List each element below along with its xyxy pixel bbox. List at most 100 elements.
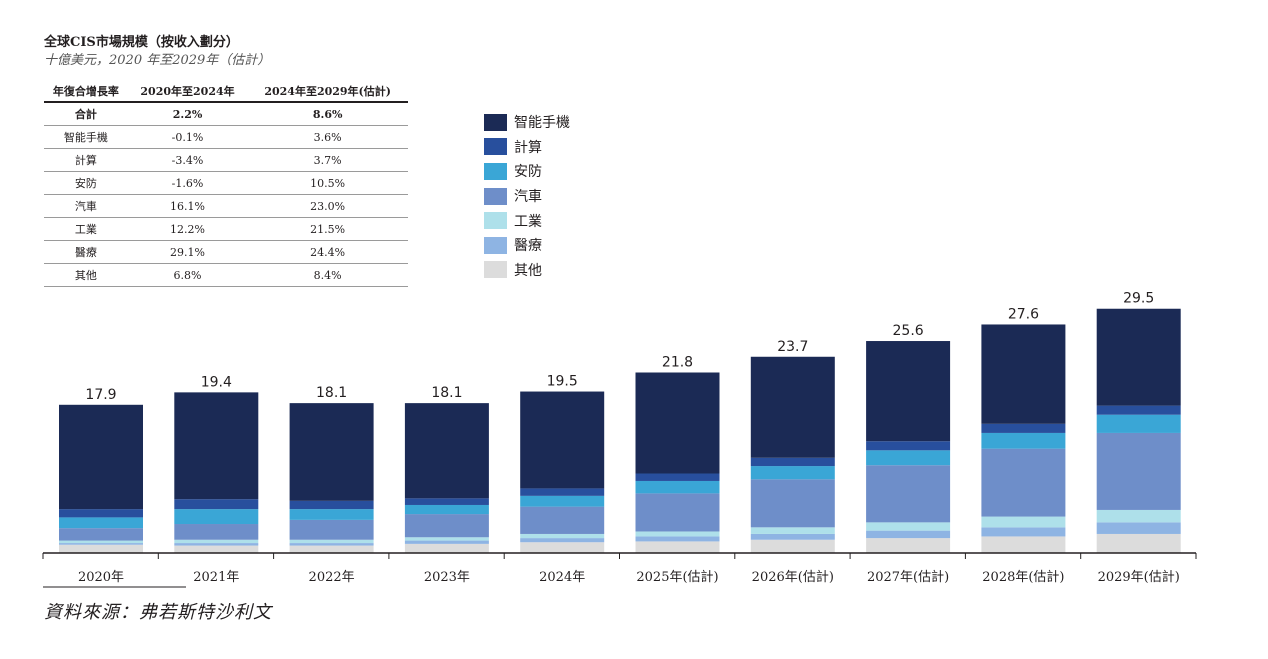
bar-segment: [866, 465, 951, 523]
row-label: 工業: [44, 217, 128, 241]
bar-segment: [1096, 509, 1181, 523]
legend-label: 智能手機: [514, 115, 570, 132]
bar-segment: [59, 543, 143, 545]
cagr-header-label: 年復合增長率: [44, 81, 128, 103]
bar-segment: [1096, 522, 1181, 534]
total-label: 18.1: [431, 385, 462, 401]
bar-segment: [1096, 414, 1181, 433]
row-cagr-2020-2024: -1.6%: [127, 171, 248, 195]
x-tick-label: 2027年(估計): [867, 569, 949, 585]
bar-segment: [866, 522, 951, 531]
legend-item-security: 安防: [484, 159, 570, 184]
bar-segment: [981, 324, 1066, 424]
total-label: 25.6: [893, 323, 924, 339]
bar-segment: [289, 500, 374, 510]
bar-segment: [635, 473, 720, 481]
table-row: 智能手機 -0.1% 3.6%: [44, 125, 408, 149]
legend-label: 工業: [514, 213, 542, 230]
total-label: 17.9: [85, 387, 116, 403]
bar-segment: [174, 543, 259, 546]
table-row: 計算 -3.4% 3.7%: [44, 148, 408, 172]
bar-segment: [289, 519, 374, 540]
x-tick-label: 2021年: [193, 570, 239, 585]
x-tick-label: 2025年(估計): [636, 569, 718, 585]
row-cagr-2020-2024: 12.2%: [127, 217, 248, 241]
bar-segment: [404, 403, 489, 499]
total-label: 19.4: [201, 374, 232, 390]
bar-segment: [635, 531, 720, 537]
bar-segment: [289, 403, 374, 501]
bar-segment: [59, 509, 143, 518]
bar-segment: [520, 506, 605, 534]
bar-segment: [866, 530, 951, 539]
legend-label: 醫療: [514, 238, 542, 255]
legend-item-automotive: 汽車: [484, 184, 570, 209]
row-cagr-2024-2029: 8.6%: [247, 102, 408, 126]
row-cagr-2020-2024: 16.1%: [127, 194, 248, 218]
table-row: 安防 -1.6% 10.5%: [44, 171, 408, 195]
legend-swatch: [484, 212, 507, 230]
cagr-header-period2: 2024年至2029年(估計): [247, 81, 408, 103]
legend-swatch: [484, 138, 507, 156]
bar-segment: [866, 450, 951, 466]
legend-label: 安防: [514, 164, 542, 181]
bar-segment: [520, 495, 605, 507]
bar-segment: [635, 372, 720, 474]
bar-segment: [59, 544, 143, 553]
total-label: 19.5: [547, 374, 578, 390]
row-cagr-2024-2029: 3.6%: [247, 125, 408, 149]
bar-segment: [404, 540, 489, 544]
bar-segment: [750, 527, 835, 534]
bar-segment: [635, 536, 720, 542]
row-cagr-2024-2029: 24.4%: [247, 240, 408, 264]
row-label: 安防: [44, 171, 128, 195]
bar-segment: [866, 441, 951, 451]
legend-label: 計算: [514, 139, 542, 156]
bar-segment: [635, 480, 720, 494]
legend-item-smartphone: 智能手機: [484, 110, 570, 135]
row-cagr-2020-2024: -3.4%: [127, 148, 248, 172]
row-cagr-2020-2024: 29.1%: [127, 240, 248, 264]
x-tick-label: 2024年: [539, 570, 585, 585]
bar-segment: [750, 356, 835, 458]
row-label: 醫療: [44, 240, 128, 264]
row-cagr-2024-2029: 10.5%: [247, 171, 408, 195]
bar-segment: [289, 545, 374, 553]
legend-swatch: [484, 113, 507, 131]
row-cagr-2024-2029: 8.4%: [247, 263, 408, 287]
bar-segment: [404, 504, 489, 515]
bar-segment: [1096, 432, 1181, 510]
bar-segment: [520, 533, 605, 539]
legend-swatch: [484, 261, 507, 279]
bar-segment: [174, 545, 259, 553]
table-row: 合計 2.2% 8.6%: [44, 102, 408, 126]
cagr-header-row: 年復合增長率 2020年至2024年 2024年至2029年(估計): [44, 81, 408, 103]
bar-segment: [404, 543, 489, 553]
bar-segment: [981, 536, 1066, 553]
bar-segment: [750, 466, 835, 480]
bar-segment: [59, 517, 143, 529]
bar-segment: [520, 391, 605, 489]
x-tick-label: 2028年(估計): [982, 569, 1064, 585]
stacked-bar-chart: 17.9 2020年 19.4 2021年 18.1 2022年 18.1 2023年 19.5…: [42, 291, 1197, 588]
bar-segment: [174, 392, 259, 500]
bar-segment: [750, 457, 835, 467]
legend-item-industrial: 工業: [484, 208, 570, 233]
bar-segment: [981, 448, 1066, 517]
x-tick-label: 2022年: [309, 570, 355, 585]
bar-segment: [174, 499, 259, 510]
legend-label: 汽車: [514, 189, 542, 206]
legend-swatch: [484, 187, 507, 205]
bar-segment: [289, 543, 374, 546]
row-label: 計算: [44, 148, 128, 172]
bar-segment: [635, 493, 720, 532]
table-row: 工業 12.2% 21.5%: [44, 217, 408, 241]
source-note: 資料來源：弗若斯特沙利文: [44, 602, 272, 623]
table-row: 汽車 16.1% 23.0%: [44, 194, 408, 218]
x-tick-label: 2020年: [78, 570, 124, 585]
row-cagr-2020-2024: -0.1%: [127, 125, 248, 149]
total-label: 21.8: [662, 354, 693, 370]
bar-segment: [866, 341, 951, 442]
bar-segment: [1096, 533, 1181, 553]
legend-item-medical: 醫療: [484, 233, 570, 258]
